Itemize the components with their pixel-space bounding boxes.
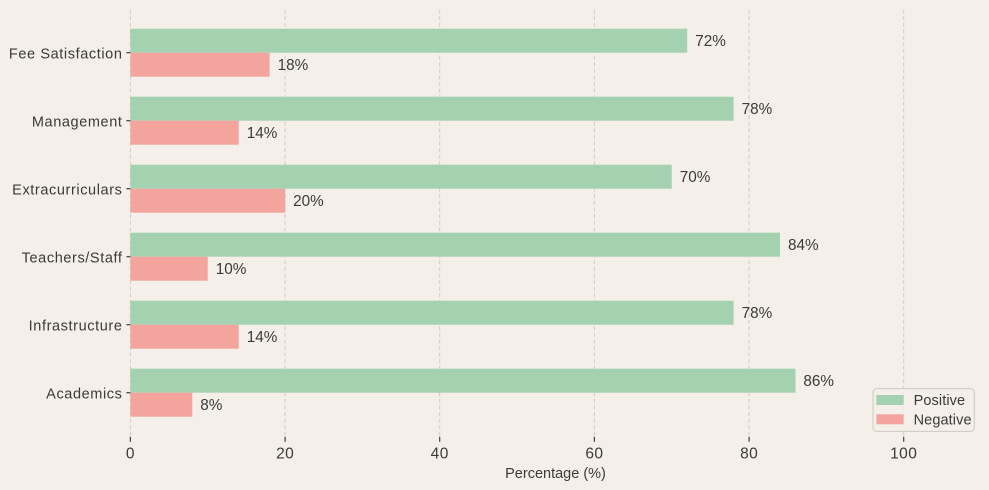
svg-text:8%: 8% bbox=[200, 397, 223, 414]
svg-text:Teachers/Staff: Teachers/Staff bbox=[22, 251, 123, 267]
svg-text:78%: 78% bbox=[742, 101, 773, 118]
svg-text:Academics: Academics bbox=[46, 387, 122, 403]
svg-text:Management: Management bbox=[32, 115, 123, 131]
svg-text:72%: 72% bbox=[695, 33, 726, 50]
svg-text:20: 20 bbox=[276, 445, 294, 462]
svg-text:20%: 20% bbox=[293, 193, 324, 210]
svg-text:78%: 78% bbox=[742, 305, 773, 322]
svg-text:86%: 86% bbox=[803, 373, 834, 390]
svg-text:100: 100 bbox=[890, 445, 917, 462]
svg-text:Negative: Negative bbox=[914, 412, 972, 428]
svg-text:60: 60 bbox=[585, 445, 603, 462]
svg-text:Positive: Positive bbox=[914, 393, 966, 409]
svg-text:14%: 14% bbox=[247, 329, 278, 346]
svg-text:80: 80 bbox=[740, 445, 758, 462]
svg-text:70%: 70% bbox=[680, 169, 711, 186]
svg-text:18%: 18% bbox=[278, 57, 309, 74]
svg-text:Fee Satisfaction: Fee Satisfaction bbox=[9, 47, 123, 63]
svg-text:Percentage (%): Percentage (%) bbox=[505, 466, 606, 482]
svg-text:0: 0 bbox=[126, 445, 135, 462]
svg-text:84%: 84% bbox=[788, 237, 819, 254]
svg-text:Extracurriculars: Extracurriculars bbox=[12, 183, 122, 199]
svg-text:10%: 10% bbox=[216, 261, 247, 278]
svg-text:40: 40 bbox=[431, 445, 449, 462]
svg-text:14%: 14% bbox=[247, 125, 278, 142]
svg-text:Infrastructure: Infrastructure bbox=[29, 319, 123, 335]
